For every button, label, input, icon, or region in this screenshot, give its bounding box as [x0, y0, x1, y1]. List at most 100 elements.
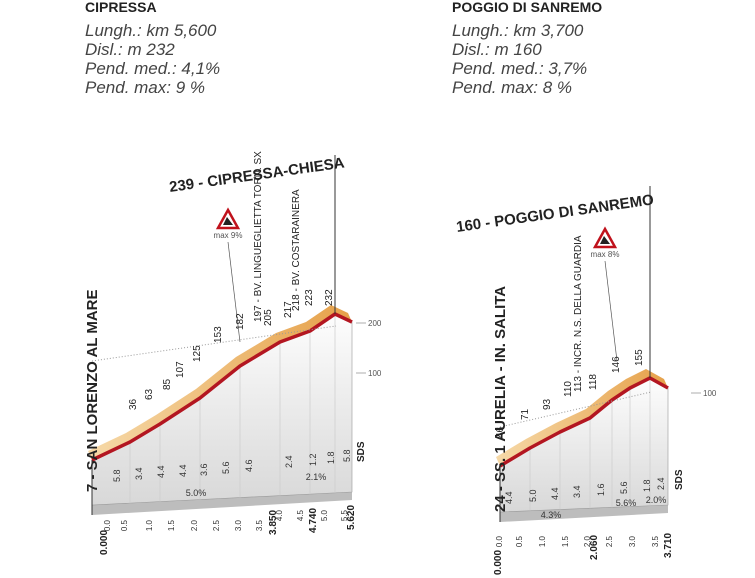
- km-tick: 5.0: [320, 509, 329, 521]
- climb-stat: Disl.: m 160: [452, 40, 542, 59]
- km-tick: 4.0: [275, 509, 284, 521]
- ref-line: [91, 325, 337, 362]
- altitude-label: 93: [542, 398, 553, 410]
- average-gradient: 4.3%: [541, 510, 562, 520]
- distance-marker: 5.620: [346, 505, 357, 530]
- gradient-label: 5.6: [221, 461, 231, 474]
- sds-label: SDS: [356, 441, 367, 462]
- gradient-label: 1.8: [326, 451, 336, 464]
- gradient-label: 4.4: [550, 487, 560, 500]
- gradient-label: 3.6: [199, 463, 209, 476]
- gradient-label: 5.0: [528, 489, 538, 502]
- warning-line: [604, 260, 618, 362]
- average-gradient: 2.1%: [306, 472, 327, 482]
- altitude-label: 63: [144, 388, 155, 400]
- km-tick: 2.0: [190, 519, 199, 531]
- km-tick: 2.5: [605, 535, 614, 547]
- warning-icon: [223, 217, 233, 225]
- km-tick: 0.5: [120, 519, 129, 531]
- km-tick: 1.5: [167, 519, 176, 531]
- gradient-label: 1.6: [596, 483, 606, 496]
- gradient-label: 5.8: [342, 449, 352, 462]
- altitude-label: 217: [283, 301, 294, 318]
- warning-label: max 9%: [214, 231, 243, 240]
- scale-label: 200: [368, 319, 382, 328]
- km-tick: 3.5: [651, 535, 660, 547]
- altitude-label: 46: [495, 426, 506, 438]
- altitude-label: 205: [263, 309, 274, 326]
- km-tick: 0.5: [515, 535, 524, 547]
- altitude-label: 153: [213, 326, 224, 343]
- km-tick: 1.5: [561, 535, 570, 547]
- scale-label: 100: [703, 389, 717, 398]
- distance-marker: 0.000: [99, 530, 110, 555]
- altitude-label: 182: [235, 313, 246, 330]
- km-tick: 0.0: [103, 519, 112, 531]
- profile-base: [500, 505, 668, 522]
- altitude-label: 155: [634, 349, 645, 366]
- gradient-label: 5.6: [619, 481, 629, 494]
- start-label: 7 - SAN LORENZO AL MARE: [84, 289, 101, 492]
- altitude-label: 118: [588, 374, 599, 390]
- gradient-label: 2.4: [656, 477, 666, 490]
- climb-stat: Lungh.: km 3,700: [452, 21, 584, 40]
- altitude-label: 36: [128, 398, 139, 410]
- gradient-label: 3.4: [572, 485, 582, 498]
- km-tick: 3.0: [234, 519, 243, 531]
- gradient-label: 1.2: [308, 453, 318, 466]
- road-band: [88, 305, 352, 460]
- climb-stat: Pend. med.: 4,1%: [85, 59, 220, 78]
- gradient-label: 4.4: [156, 465, 166, 478]
- scale-label: 100: [368, 369, 382, 378]
- altitude-label: 107: [175, 361, 186, 378]
- km-tick: 0.0: [495, 535, 504, 547]
- road-line: [91, 312, 353, 462]
- km-tick: 5.5: [340, 509, 349, 521]
- warning-label: max 8%: [591, 250, 620, 259]
- sds-label: SDS: [674, 469, 685, 490]
- start-label: 24 - SS. 1 AURELIA - IN. SALITA: [492, 286, 509, 512]
- climb-stat: Pend. med.: 3,7%: [452, 59, 587, 78]
- altitude-label: 232: [324, 289, 335, 306]
- altitude-label: 71: [520, 408, 531, 420]
- km-tick: 2.0: [583, 535, 592, 547]
- altitude-label: 223: [304, 289, 315, 306]
- altitude-label: 113 - INCR. N.S. DELLA GUARDIA: [573, 235, 584, 392]
- altitude-label: 125: [192, 345, 203, 362]
- distance-marker: 3.710: [663, 533, 674, 558]
- road-line: [499, 376, 669, 468]
- gradient-label: 1.8: [642, 479, 652, 492]
- distance-marker: 4.740: [308, 508, 319, 533]
- profile-base: [92, 492, 352, 515]
- summit-label: 160 - POGGIO DI SANREMO: [455, 191, 655, 236]
- km-tick: 2.5: [212, 519, 221, 531]
- altitude-label: 110: [563, 381, 574, 397]
- altitude-label: 85: [162, 378, 173, 390]
- climb-stat: Pend. max: 8 %: [452, 78, 572, 97]
- altitude-label: 218 - BV. COSTARAINERA: [291, 189, 302, 311]
- average-gradient: 2.0%: [646, 495, 667, 505]
- gradient-label: 4.4: [178, 464, 188, 477]
- warning-line: [227, 241, 241, 343]
- climb-stat: Disl.: m 232: [85, 40, 175, 59]
- average-gradient: 5.6%: [616, 498, 637, 508]
- gradient-label: 3.4: [134, 467, 144, 480]
- climb-name: POGGIO DI SANREMO: [452, 0, 602, 15]
- average-gradient: 5.0%: [186, 488, 207, 498]
- gradient-label: 4.4: [504, 491, 514, 504]
- altitude-label: 197 - BV. LINGUEGLIETTA TORN. SX: [253, 151, 264, 322]
- distance-marker: 0.000: [493, 550, 504, 575]
- km-tick: 1.0: [145, 519, 154, 531]
- gradient-label: 4.6: [244, 459, 254, 472]
- altitude-label: 146: [611, 356, 622, 373]
- climb-name: CIPRESSA: [85, 0, 157, 15]
- distance-marker: 2.060: [589, 535, 600, 560]
- climb-stat: Pend. max: 9 %: [85, 78, 205, 97]
- climb-stat: Lungh.: km 5,600: [85, 21, 217, 40]
- ref-line: [499, 391, 652, 428]
- distance-marker: 3.850: [268, 510, 279, 535]
- km-tick: 4.5: [296, 509, 305, 521]
- km-tick: 3.5: [255, 519, 264, 531]
- km-tick: 1.0: [538, 535, 547, 547]
